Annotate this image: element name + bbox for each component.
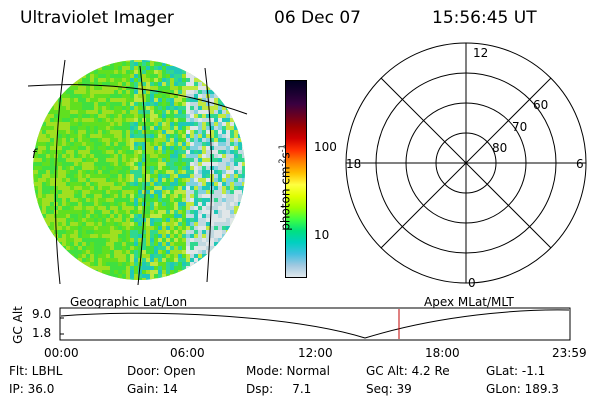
polar-panel-label: Apex MLat/MLT <box>424 295 514 309</box>
info-filter: Flt: LBHL <box>9 364 63 378</box>
mlt-label-18: 18 <box>346 157 362 171</box>
info-gain: Gain: 14 <box>127 382 178 396</box>
app-title: Ultraviolet Imager <box>20 8 174 28</box>
polar-diagonal-2 <box>380 77 552 249</box>
xtick-2359: 23:59 <box>552 346 587 360</box>
image-panel-label: Geographic Lat/Lon <box>70 295 188 309</box>
info-glon: GLon: 189.3 <box>486 382 559 396</box>
info-gc-alt: GC Alt: 4.2 Re <box>366 364 450 378</box>
xtick-1800: 18:00 <box>425 346 460 360</box>
altitude-curve <box>60 309 570 339</box>
xtick-1200: 12:00 <box>298 346 333 360</box>
geographic-grid <box>27 59 248 286</box>
colorbar-tick-100: 100 <box>314 140 337 154</box>
info-dsp: Dsp: 7.1 <box>246 382 312 396</box>
info-ip: IP: 36.0 <box>9 382 55 396</box>
mlt-label-6: 6 <box>576 157 584 171</box>
info-seq: Seq: 39 <box>366 382 412 396</box>
lat-label-70: 70 <box>512 120 528 134</box>
aurora-image <box>33 60 245 280</box>
xtick-0000: 00:00 <box>44 346 79 360</box>
grid-mark: f <box>32 147 38 161</box>
xtick-0600: 06:00 <box>170 346 205 360</box>
altitude-plot-frame <box>59 307 571 341</box>
mlt-label-12: 12 <box>473 46 489 60</box>
colorbar-tick-10: 10 <box>314 228 330 242</box>
date-label: 06 Dec 07 <box>274 8 361 28</box>
info-glat: GLat: -1.1 <box>486 364 546 378</box>
color-bar <box>285 80 307 278</box>
mlt-label-0: 0 <box>468 276 476 290</box>
info-mode: Mode: Normal <box>246 364 330 378</box>
info-door: Door: Open <box>127 364 196 378</box>
lat-label-60: 60 <box>533 98 549 112</box>
altitude-ylabel: GC Alt <box>11 306 25 344</box>
time-label: 15:56:45 UT <box>432 8 537 28</box>
altitude-ytick-9: 9.0 <box>32 307 52 321</box>
altitude-ytick-1-8: 1.8 <box>32 326 52 340</box>
lat-label-80: 80 <box>492 141 508 155</box>
